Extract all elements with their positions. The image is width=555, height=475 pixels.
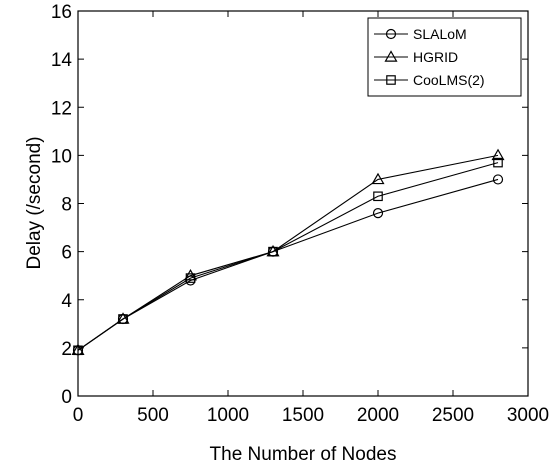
x-tick-label: 1000 xyxy=(207,405,249,426)
legend: SLALoM HGRID CooLMS(2) xyxy=(367,17,522,97)
legend-marker-square xyxy=(386,75,396,85)
y-axis-title: Delay (/second) xyxy=(24,136,45,269)
y-axis: 0 2 4 6 8 10 12 14 16 xyxy=(51,2,528,408)
x-axis: 0 500 1000 1500 2000 2500 3000 xyxy=(73,11,549,426)
y-tick-label: 8 xyxy=(61,195,72,216)
x-tick-label: 3000 xyxy=(507,405,549,426)
series-layer xyxy=(71,148,505,356)
data-point-square xyxy=(493,157,503,168)
y-tick-label: 12 xyxy=(51,98,72,119)
legend-marker-triangle xyxy=(384,50,398,62)
x-axis-title: The Number of Nodes xyxy=(210,444,397,465)
y-tick-label: 10 xyxy=(51,146,72,167)
series-square xyxy=(73,157,503,356)
y-tick-label: 6 xyxy=(61,243,72,264)
data-point-square xyxy=(268,246,278,257)
data-point-circle xyxy=(492,174,504,185)
legend-marker-circle xyxy=(385,28,397,40)
legend-label: SLALoM xyxy=(413,26,467,42)
legend-label: CooLMS(2) xyxy=(413,72,485,88)
data-point-circle xyxy=(372,208,384,219)
y-tick-label: 4 xyxy=(61,291,72,312)
data-point-square xyxy=(73,345,83,356)
data-point-square xyxy=(185,273,196,283)
x-tick-label: 2500 xyxy=(432,405,474,426)
y-tick-label: 16 xyxy=(51,2,72,23)
data-point-square xyxy=(118,314,128,324)
data-point-triangle xyxy=(371,172,385,185)
x-tick-label: 500 xyxy=(137,405,169,426)
y-tick-label: 2 xyxy=(61,339,72,360)
x-tick-label: 1500 xyxy=(282,405,324,426)
data-point-triangle xyxy=(491,148,505,161)
data-point-triangle xyxy=(183,268,198,281)
x-tick-label: 0 xyxy=(73,405,84,426)
data-point-square xyxy=(373,191,383,202)
x-tick-label: 2000 xyxy=(357,405,399,426)
series-line xyxy=(77,162,499,351)
y-tick-label: 0 xyxy=(61,387,72,408)
legend-label: HGRID xyxy=(413,49,458,65)
y-tick-label: 14 xyxy=(51,50,73,71)
